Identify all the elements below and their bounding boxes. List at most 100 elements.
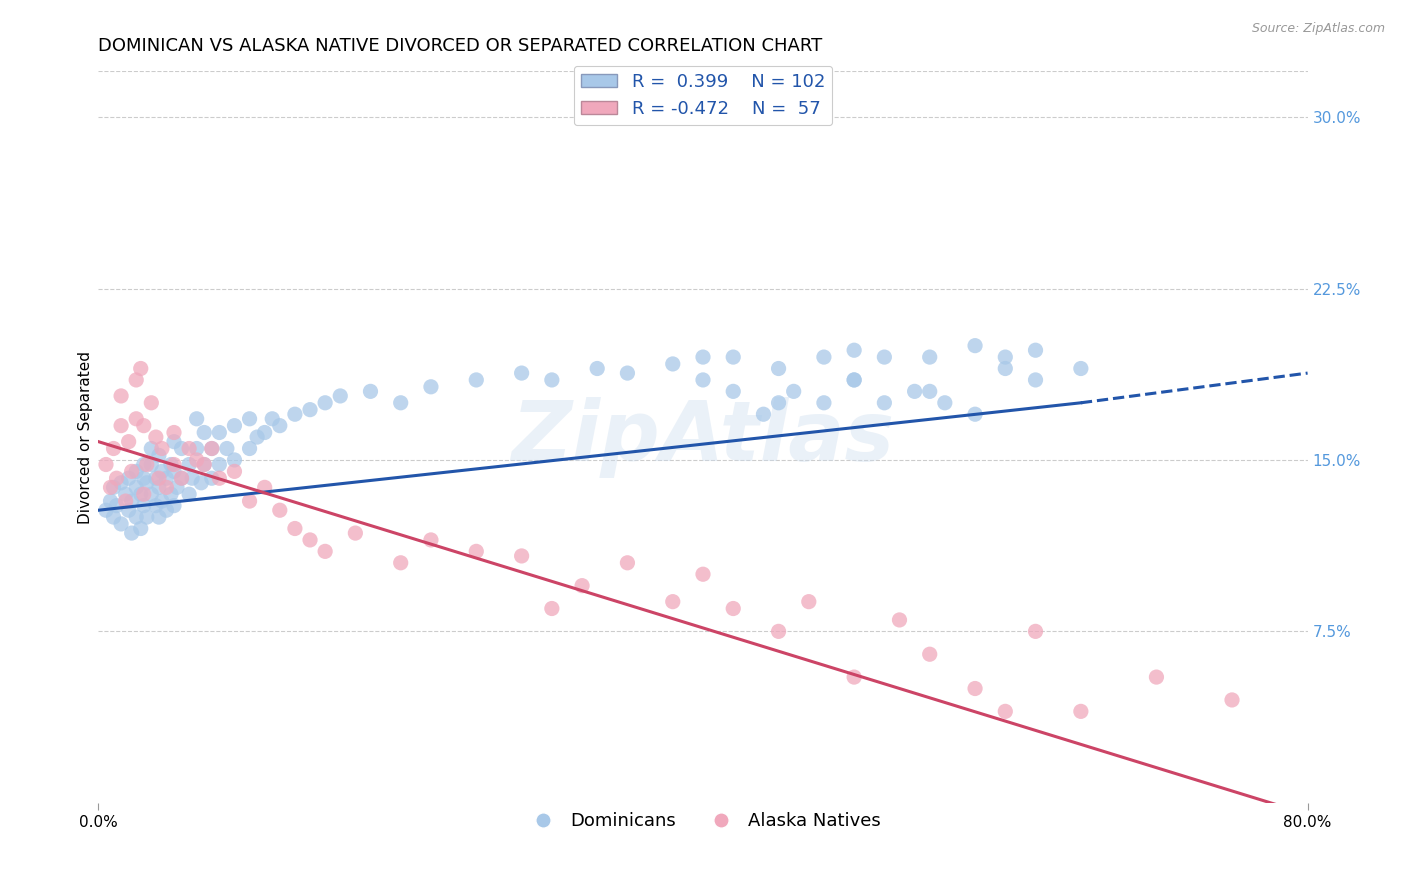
Point — [166, 480, 188, 494]
Point — [571, 579, 593, 593]
Point — [186, 453, 208, 467]
Point — [510, 366, 533, 380]
Point — [465, 544, 488, 558]
Point — [201, 471, 224, 485]
Point — [965, 407, 987, 421]
Point — [125, 464, 148, 478]
Point — [201, 442, 224, 456]
Point — [889, 613, 911, 627]
Point — [155, 503, 177, 517]
Point — [224, 453, 246, 467]
Point — [246, 430, 269, 444]
Point — [844, 343, 866, 358]
Point — [118, 503, 141, 517]
Point — [132, 471, 155, 485]
Point — [420, 533, 443, 547]
Point — [873, 396, 896, 410]
Point — [239, 494, 262, 508]
Point — [179, 487, 201, 501]
Point — [179, 442, 201, 456]
Point — [918, 647, 941, 661]
Point — [540, 373, 562, 387]
Point — [145, 499, 167, 513]
Point — [163, 434, 186, 449]
Point — [141, 442, 163, 456]
Legend: Dominicans, Alaska Natives: Dominicans, Alaska Natives — [517, 805, 889, 838]
Point — [163, 464, 186, 478]
Point — [163, 458, 186, 472]
Point — [269, 503, 291, 517]
Y-axis label: Divorced or Separated: Divorced or Separated — [77, 351, 93, 524]
Point — [114, 487, 136, 501]
Point — [1070, 705, 1092, 719]
Point — [768, 624, 790, 639]
Point — [121, 494, 143, 508]
Point — [145, 430, 167, 444]
Text: Source: ZipAtlas.com: Source: ZipAtlas.com — [1251, 22, 1385, 36]
Point — [135, 458, 157, 472]
Point — [510, 549, 533, 563]
Point — [873, 350, 896, 364]
Point — [186, 412, 208, 426]
Point — [661, 357, 683, 371]
Point — [100, 480, 122, 494]
Point — [193, 425, 215, 440]
Point — [768, 361, 790, 376]
Point — [239, 412, 262, 426]
Point — [661, 595, 683, 609]
Point — [150, 464, 173, 478]
Point — [155, 480, 177, 494]
Point — [918, 350, 941, 364]
Point — [170, 471, 193, 485]
Point — [208, 425, 231, 440]
Point — [125, 412, 148, 426]
Point — [179, 458, 201, 472]
Point — [148, 510, 170, 524]
Point — [145, 471, 167, 485]
Point — [262, 412, 284, 426]
Point — [105, 499, 128, 513]
Point — [586, 361, 609, 376]
Point — [692, 350, 714, 364]
Point — [813, 350, 835, 364]
Point — [170, 471, 193, 485]
Point — [105, 471, 128, 485]
Point — [110, 418, 132, 433]
Point — [269, 418, 291, 433]
Point — [129, 521, 152, 535]
Point — [904, 384, 927, 399]
Point — [132, 418, 155, 433]
Point — [129, 361, 152, 376]
Point — [783, 384, 806, 399]
Point — [844, 670, 866, 684]
Point — [135, 475, 157, 490]
Point — [150, 494, 173, 508]
Point — [1024, 624, 1046, 639]
Point — [215, 442, 238, 456]
Point — [94, 458, 117, 472]
Point — [125, 480, 148, 494]
Point — [1070, 361, 1092, 376]
Point — [723, 601, 745, 615]
Point — [224, 464, 246, 478]
Point — [965, 681, 987, 696]
Point — [193, 458, 215, 472]
Point — [125, 373, 148, 387]
Point — [813, 396, 835, 410]
Point — [110, 516, 132, 531]
Point — [420, 380, 443, 394]
Point — [723, 384, 745, 399]
Point — [934, 396, 956, 410]
Point — [253, 480, 276, 494]
Text: DOMINICAN VS ALASKA NATIVE DIVORCED OR SEPARATED CORRELATION CHART: DOMINICAN VS ALASKA NATIVE DIVORCED OR S… — [98, 37, 823, 54]
Point — [314, 544, 336, 558]
Text: ZipAtlas: ZipAtlas — [512, 397, 894, 477]
Point — [692, 373, 714, 387]
Point — [768, 396, 790, 410]
Point — [110, 389, 132, 403]
Point — [193, 458, 215, 472]
Point — [314, 396, 336, 410]
Point — [1220, 693, 1243, 707]
Point — [360, 384, 382, 399]
Point — [918, 384, 941, 399]
